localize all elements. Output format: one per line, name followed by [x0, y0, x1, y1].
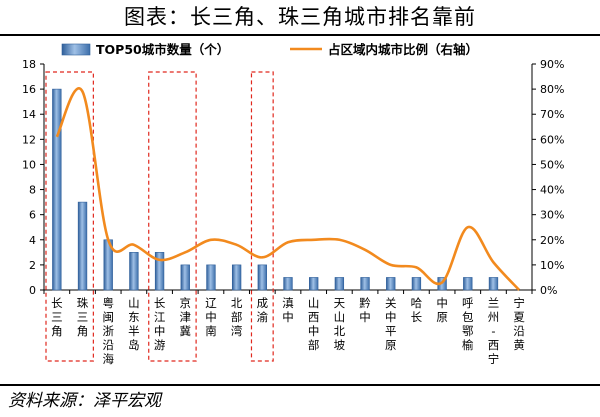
x-label: 天山北坡 — [334, 296, 346, 352]
bar — [334, 277, 345, 291]
bar — [154, 252, 165, 291]
x-label: 山东半岛 — [128, 296, 140, 352]
x-label: 哈长 — [411, 296, 423, 324]
bar — [206, 264, 216, 291]
left-tick-label: 14 — [22, 108, 36, 121]
x-label: 北部湾 — [231, 296, 243, 338]
legend-line-label: 占区域内城市比例（右轴） — [328, 42, 478, 57]
legend-bar-swatch — [61, 43, 91, 56]
title-rule — [0, 34, 600, 36]
bar — [386, 277, 396, 291]
legend: TOP50城市数量（个） 占区域内城市比例（右轴） — [61, 42, 478, 57]
right-tick-label: 70% — [540, 108, 564, 121]
x-label: 中原 — [436, 296, 448, 324]
bar — [360, 277, 370, 291]
x-label: 呼包鄂榆 — [462, 296, 474, 352]
bar — [77, 201, 88, 291]
x-label: 京津冀 — [180, 296, 192, 338]
x-label: 粤闽浙沿海 — [102, 296, 114, 366]
right-tick-label: 60% — [540, 133, 564, 146]
bar-series — [52, 88, 499, 291]
x-label: 成渝 — [257, 296, 269, 324]
x-label: 滇中 — [282, 296, 294, 324]
highlight-box — [45, 71, 94, 362]
left-tick-label: 16 — [22, 83, 36, 96]
bar — [52, 88, 62, 291]
bar — [257, 264, 267, 291]
right-tick-label: 10% — [540, 259, 564, 272]
source-rule — [0, 384, 600, 386]
combo-chart: 0 2 4 6 8 10 12 14 16 18 0% 10% 20% 30% 40% 50% 60% 70% 80… — [22, 42, 564, 366]
x-label: 长江中游 — [154, 296, 166, 352]
right-tick-label: 90% — [540, 58, 564, 71]
bar — [488, 277, 499, 291]
x-label: 关中平原 — [385, 296, 397, 352]
right-tick-label: 0% — [540, 284, 557, 297]
left-tick-label: 0 — [29, 284, 36, 297]
left-tick-label: 18 — [22, 58, 36, 71]
legend-bar-label: TOP50城市数量（个） — [96, 42, 229, 57]
bar — [231, 264, 242, 291]
highlight-boxes — [45, 71, 274, 362]
right-tick-label: 50% — [540, 158, 564, 171]
left-tick-label: 2 — [29, 259, 36, 272]
highlight-box — [148, 71, 197, 362]
left-tick-label: 8 — [29, 184, 36, 197]
ratio-line — [55, 87, 521, 291]
left-tick-label: 4 — [29, 234, 36, 247]
page-title: 图表：长三角、珠三角城市排名靠前 — [124, 5, 476, 29]
bar — [309, 277, 319, 291]
x-label: 兰州-西宁 — [488, 296, 500, 366]
x-label: 珠三角 — [77, 296, 89, 338]
left-tick-label: 10 — [22, 158, 36, 171]
bar — [411, 277, 422, 291]
right-tick-label: 40% — [540, 184, 564, 197]
x-label: 辽中南 — [205, 296, 217, 338]
highlight-box — [250, 71, 274, 362]
bar — [283, 277, 293, 291]
x-label: 宁夏沿黄 — [513, 296, 525, 352]
x-label: 黔中 — [359, 296, 371, 324]
right-tick-label: 30% — [540, 209, 564, 222]
source-note: 资料来源：泽平宏观 — [8, 391, 161, 411]
bar — [463, 277, 473, 291]
x-label: 山西中部 — [308, 296, 320, 352]
bar — [129, 252, 139, 291]
line-series — [55, 87, 521, 291]
x-label: 长三角 — [51, 296, 63, 338]
right-tick-label: 80% — [540, 83, 564, 96]
axes: 0 2 4 6 8 10 12 14 16 18 0% 10% 20% 30% 40% 50% 60% 70% 80… — [22, 58, 564, 297]
right-tick-label: 20% — [540, 234, 564, 247]
left-tick-label: 6 — [29, 209, 36, 222]
left-tick-label: 12 — [22, 133, 36, 146]
bar — [180, 264, 190, 291]
